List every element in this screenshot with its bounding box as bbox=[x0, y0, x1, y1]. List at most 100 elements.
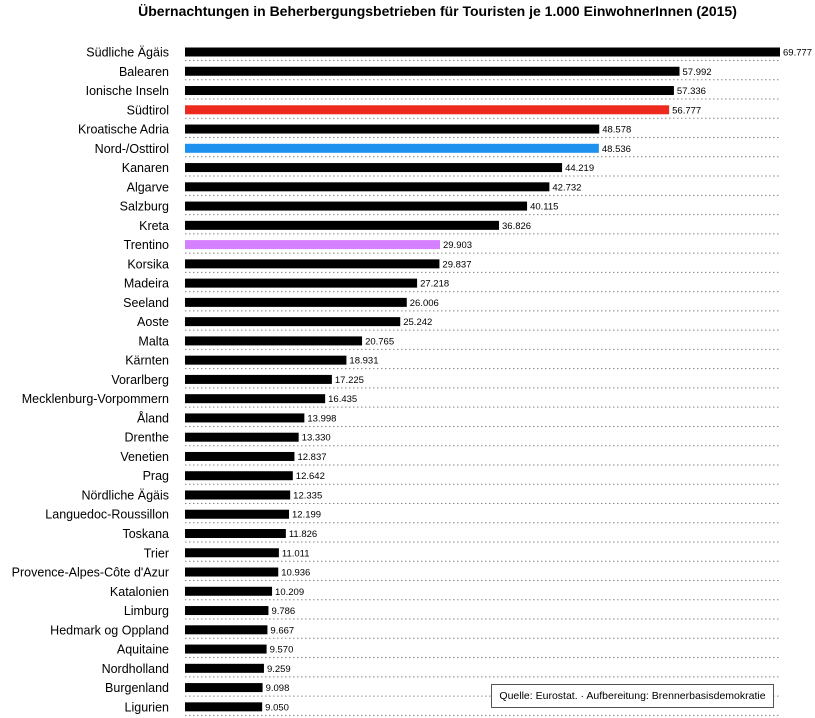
category-label: Limburg bbox=[124, 604, 169, 618]
value-label: 9.050 bbox=[265, 702, 289, 713]
bar bbox=[185, 606, 269, 616]
value-label: 9.667 bbox=[270, 625, 294, 636]
bar bbox=[185, 143, 599, 153]
category-label: Provence-Alpes-Côte d'Azur bbox=[12, 566, 169, 580]
category-label: Nord-/Osttirol bbox=[95, 142, 169, 156]
bar bbox=[185, 182, 550, 192]
bar bbox=[185, 509, 290, 519]
category-label: Aquitaine bbox=[117, 643, 169, 657]
value-label: 44.219 bbox=[565, 163, 594, 174]
value-label: 57.336 bbox=[677, 86, 706, 97]
value-label: 9.259 bbox=[267, 664, 291, 675]
bar bbox=[185, 548, 279, 558]
value-label: 56.777 bbox=[672, 105, 701, 116]
category-label: Malta bbox=[138, 334, 169, 348]
bar bbox=[185, 105, 670, 115]
value-label: 9.098 bbox=[266, 683, 290, 694]
category-label: Algarve bbox=[127, 180, 169, 194]
category-label: Languedoc-Roussillon bbox=[45, 508, 169, 522]
chart-title: Übernachtungen in Beherbergungsbetrieben… bbox=[138, 3, 737, 19]
category-label: Nordholland bbox=[102, 662, 169, 676]
value-label: 27.218 bbox=[420, 279, 449, 290]
bar bbox=[185, 451, 295, 461]
bar bbox=[185, 702, 263, 712]
category-label: Korsika bbox=[127, 257, 169, 271]
category-label: Seeland bbox=[123, 296, 169, 310]
category-label: Balearen bbox=[119, 65, 169, 79]
value-label: 69.777 bbox=[783, 48, 812, 59]
bars bbox=[185, 47, 780, 712]
value-label: 10.209 bbox=[275, 587, 304, 598]
value-label: 57.992 bbox=[683, 67, 712, 78]
category-label: Åland bbox=[137, 410, 169, 425]
bar bbox=[185, 644, 267, 654]
value-label: 9.570 bbox=[270, 645, 294, 656]
bar bbox=[185, 374, 332, 384]
value-label: 12.335 bbox=[293, 490, 322, 501]
category-label: Toskana bbox=[122, 527, 169, 541]
value-label: 42.732 bbox=[552, 182, 581, 193]
bar bbox=[185, 355, 347, 365]
bar bbox=[185, 240, 440, 250]
category-label: Trentino bbox=[124, 238, 169, 252]
bar bbox=[185, 163, 563, 173]
source-note: Quelle: Eurostat. · Aufbereitung: Brenne… bbox=[491, 684, 774, 708]
bar bbox=[185, 86, 674, 96]
value-label: 48.536 bbox=[602, 144, 631, 155]
value-label: 12.642 bbox=[296, 471, 325, 482]
bar bbox=[185, 529, 286, 538]
category-label: Kroatische Adria bbox=[78, 123, 169, 137]
value-label: 29.903 bbox=[443, 240, 472, 251]
category-label: Madeira bbox=[124, 277, 169, 291]
value-label: 25.242 bbox=[403, 317, 432, 328]
bar bbox=[185, 586, 273, 596]
category-labels: Südliche Ägäis Balearen Ionische Inseln Süd… bbox=[12, 46, 169, 715]
category-label: Salzburg bbox=[120, 200, 169, 214]
bar bbox=[185, 336, 363, 346]
value-label: 36.826 bbox=[502, 221, 531, 232]
bar bbox=[185, 297, 407, 307]
category-label: Kanaren bbox=[122, 161, 169, 175]
category-label: Ligurien bbox=[125, 700, 170, 714]
value-label: 12.837 bbox=[297, 452, 326, 463]
bar bbox=[185, 683, 263, 693]
value-label: 40.115 bbox=[530, 202, 558, 213]
value-label: 12.199 bbox=[292, 510, 321, 521]
value-label: 29.837 bbox=[442, 259, 471, 270]
category-label: Kreta bbox=[139, 219, 169, 233]
value-label: 11.826 bbox=[289, 529, 317, 540]
bar bbox=[185, 278, 418, 288]
category-label: Nördliche Ägäis bbox=[81, 488, 169, 502]
value-label: 13.998 bbox=[307, 413, 336, 424]
bar bbox=[185, 201, 528, 211]
bar bbox=[185, 413, 305, 423]
value-labels: 69.777 57.992 57.336 56.777 48.578 48.536 44.2… bbox=[265, 48, 812, 714]
bar bbox=[185, 66, 680, 76]
category-label: Aoste bbox=[137, 315, 169, 329]
bar bbox=[185, 567, 279, 577]
bar bbox=[185, 317, 401, 327]
bar bbox=[185, 124, 600, 134]
bar bbox=[185, 220, 500, 230]
value-label: 48.578 bbox=[602, 125, 631, 136]
category-label: Katalonien bbox=[110, 585, 169, 599]
category-label: Venetien bbox=[120, 450, 169, 464]
grid-lines bbox=[185, 60, 779, 716]
value-label: 16.435 bbox=[328, 394, 357, 405]
value-label: 11.011 bbox=[282, 548, 310, 559]
value-label: 17.225 bbox=[335, 375, 364, 386]
category-label: Vorarlberg bbox=[111, 373, 169, 387]
category-label: Südliche Ägäis bbox=[86, 46, 169, 60]
category-label: Hedmark og Oppland bbox=[50, 623, 169, 637]
bar bbox=[185, 259, 440, 269]
value-label: 13.330 bbox=[302, 433, 331, 444]
bar bbox=[185, 432, 299, 442]
value-label: 20.765 bbox=[365, 336, 394, 347]
bar bbox=[185, 490, 291, 500]
category-label: Drenthe bbox=[125, 431, 170, 445]
bar bbox=[185, 471, 293, 481]
category-label: Trier bbox=[144, 546, 169, 560]
value-label: 9.786 bbox=[271, 606, 295, 617]
category-label: Burgenland bbox=[105, 681, 169, 695]
